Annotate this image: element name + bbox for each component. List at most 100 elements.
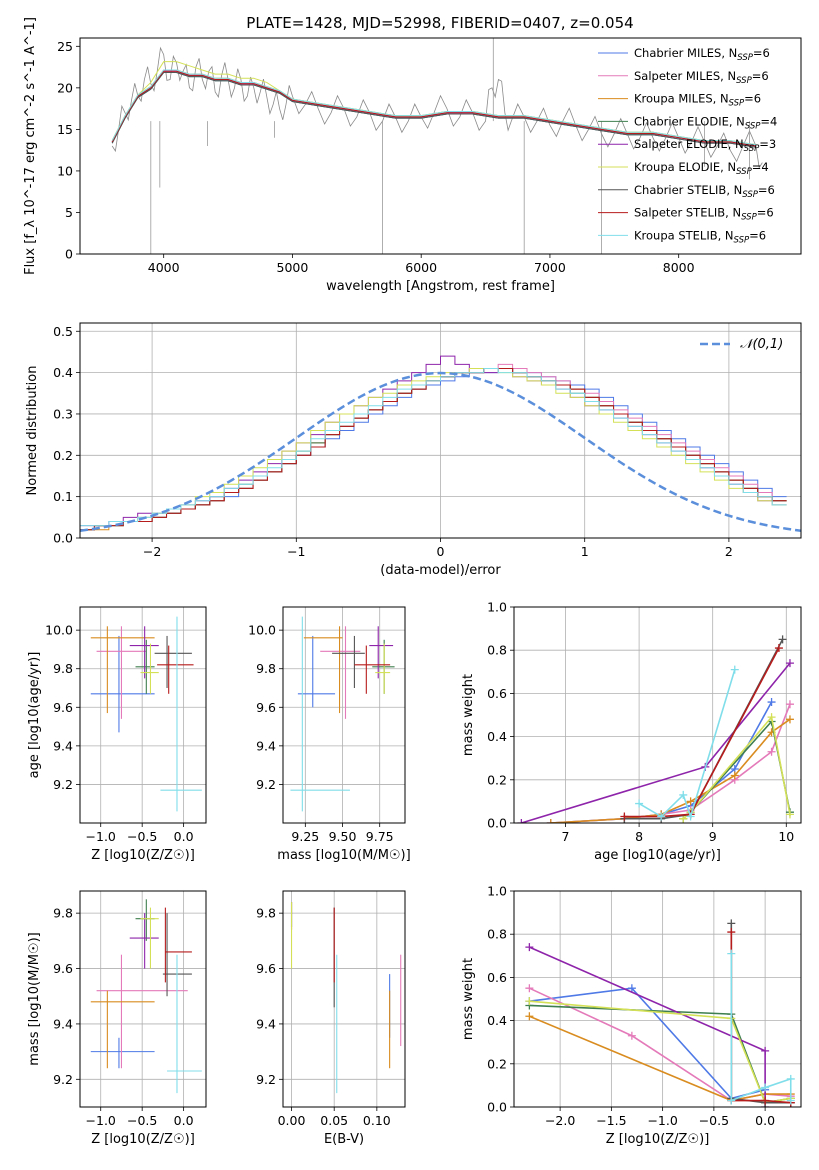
y-tick-label: 9.6 (256, 700, 276, 715)
histogram-step (80, 367, 787, 531)
panels: 4000 5000 6000 7000 80000510152025wavelength… (23, 17, 802, 1147)
weight-marker (761, 1083, 770, 1092)
weight-line (730, 953, 792, 1102)
axes-frame (513, 890, 802, 1108)
x-axis-label: Z [log10(Z/Z☉)] (606, 1132, 710, 1147)
gaussian-curve (80, 371, 801, 532)
weight-marker (767, 747, 776, 756)
panel-Z-weight: −2.0 −1.5 −1.0 −0.5 0.0 0.0 0.2 0.4 0.6 0.8 1.0 Z [… (461, 884, 802, 1147)
weight-marker (785, 810, 794, 819)
y-tick-label: 10.0 (248, 623, 276, 638)
axes-frame (513, 606, 802, 824)
y-axis-label: mass [log10(M/M☉)] (27, 932, 42, 1065)
weight-marker (679, 790, 688, 799)
y-tick-label: 25 (57, 39, 73, 54)
plot-area (80, 355, 801, 532)
weight-line (730, 932, 791, 1104)
weight-marker (785, 700, 794, 709)
y-tick-label: 1.0 (487, 884, 507, 899)
y-tick-label: 9.8 (256, 661, 276, 676)
y-tick-label: 9.2 (256, 1072, 276, 1087)
legend-label: Kroupa STELIB, NSSP=6 (634, 228, 766, 245)
axes-frame (79, 322, 802, 539)
y-tick-label: 9.2 (53, 1072, 73, 1087)
x-tick-label: 0.10 (363, 1113, 391, 1128)
weight-line (529, 1000, 791, 1104)
y-axis-label: age [log10(age/yr)] (27, 652, 42, 779)
weight-line (529, 1015, 791, 1102)
weight-marker (517, 819, 526, 823)
y-tick-label: 5 (65, 205, 73, 220)
histogram-step (80, 367, 787, 527)
y-tick-label: 0.1 (53, 489, 73, 504)
y-tick-label: 0.2 (53, 448, 73, 463)
y-axis-label: Flux [f_λ 10^-17 erg cm^-2 s^-1 A^-1] (23, 17, 38, 275)
histogram-step (80, 367, 787, 531)
legend-label: Chabrier MILES, NSSP=6 (634, 46, 770, 63)
x-tick-label: −1.0 (86, 829, 116, 844)
weight-line (730, 923, 791, 1104)
x-tick-label: 9.25 (291, 829, 319, 844)
y-tick-label: 0.4 (487, 729, 507, 744)
x-tick-label: 0.0 (755, 1113, 775, 1128)
legend-label: Kroupa ELODIE, NSSP=4 (634, 160, 769, 177)
x-tick-label: 8000 (663, 260, 695, 275)
weight-marker (786, 1096, 795, 1105)
y-tick-label: 9.2 (256, 777, 276, 792)
x-tick-label: 0.05 (320, 1113, 348, 1128)
weight-marker (730, 771, 739, 780)
weight-marker (785, 659, 794, 668)
y-tick-label: 9.4 (53, 1016, 73, 1031)
x-tick-label: 8 (635, 829, 643, 844)
histogram-step (80, 355, 787, 527)
plot-area (525, 919, 795, 1107)
legend-label: 𝒩(0,1) (740, 337, 783, 352)
x-tick-label: 0.00 (278, 1113, 306, 1128)
y-axis-label: mass weight (461, 958, 476, 1040)
y-tick-label: 9.8 (256, 906, 276, 921)
weight-line (624, 647, 780, 818)
weight-marker (525, 943, 534, 952)
x-axis-label: wavelength [Angstrom, rest frame] (326, 279, 555, 294)
x-axis-label: E(B-V) (324, 1132, 364, 1147)
y-tick-label: 0.2 (487, 772, 507, 787)
y-tick-label: 0.4 (487, 1013, 507, 1028)
weight-marker (686, 797, 695, 806)
weight-marker (727, 928, 736, 937)
y-tick-label: 9.6 (53, 961, 73, 976)
y-tick-label: 0.8 (487, 927, 507, 942)
y-tick-label: 0.0 (487, 1100, 507, 1115)
x-tick-label: −0.5 (127, 829, 157, 844)
y-tick-label: 9.2 (53, 777, 73, 792)
panel-residual-histogram: −2 −1 0 1 2 0.0 0.1 0.2 0.3 0.4 0.5 (data-model)/er… (25, 322, 802, 578)
x-tick-label: 5000 (277, 260, 309, 275)
data-spectrum-line (111, 46, 763, 169)
y-tick-label: 0.6 (487, 970, 507, 985)
histogram-step (80, 367, 787, 531)
model-line (111, 71, 757, 148)
weight-marker (657, 812, 666, 821)
y-tick-label: 10.0 (45, 623, 73, 638)
plot-area (90, 616, 202, 812)
legend: Chabrier MILES, NSSP=6 Salpeter MILES, NS… (598, 46, 777, 245)
x-axis-label: age [log10(age/yr)] (594, 848, 721, 863)
panel-EBV-mass: 0.00 0.05 0.10 9.2 9.4 9.6 9.8 E(B-V) (256, 890, 406, 1147)
x-tick-label: 9.50 (329, 829, 357, 844)
y-tick-label: 15 (57, 122, 73, 137)
panel-age-weight: 7 8 9 10 0.0 0.2 0.4 0.6 0.8 1.0 age [log10(age/yr… (461, 600, 802, 863)
x-tick-label: 1 (581, 544, 589, 559)
y-tick-label: 0.3 (53, 406, 73, 421)
histogram-step (80, 367, 787, 531)
weight-marker (546, 819, 555, 823)
x-axis-label: Z [log10(Z/Z☉)] (91, 848, 195, 863)
weight-marker (767, 698, 776, 707)
y-tick-label: 0.5 (53, 324, 73, 339)
x-tick-label: 0 (437, 544, 445, 559)
x-tick-label: −1.0 (647, 1113, 677, 1128)
y-tick-label: 0 (65, 247, 73, 262)
weight-marker (767, 713, 776, 722)
x-tick-label: −2.0 (545, 1113, 575, 1128)
axes-frame (282, 606, 406, 824)
panel-Z-age: −1.0 −0.5 0.0 9.2 9.4 9.6 9.8 10.0 Z [log10(Z/Z☉… (27, 606, 207, 863)
